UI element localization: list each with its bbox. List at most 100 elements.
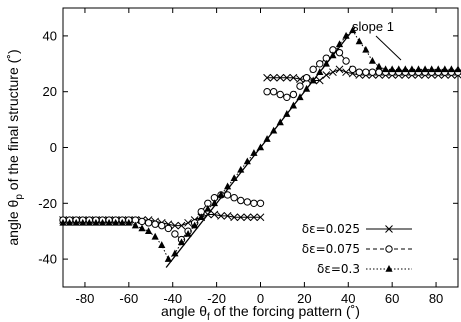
data-point bbox=[302, 84, 311, 92]
data-point bbox=[237, 165, 245, 173]
data-point bbox=[385, 245, 393, 253]
data-point bbox=[177, 238, 186, 246]
data-point bbox=[256, 213, 265, 222]
data-point bbox=[385, 225, 393, 233]
data-point bbox=[223, 182, 232, 190]
data-point bbox=[355, 37, 363, 45]
data-point bbox=[434, 65, 442, 73]
data-point bbox=[217, 190, 225, 198]
data-point bbox=[381, 65, 390, 73]
data-point bbox=[342, 57, 350, 65]
data-point bbox=[171, 221, 179, 230]
y-tick-label: 20 bbox=[43, 84, 57, 99]
data-point bbox=[385, 265, 393, 272]
data-point bbox=[158, 241, 166, 248]
data-point bbox=[269, 73, 278, 82]
data-point bbox=[322, 71, 331, 79]
data-point bbox=[349, 26, 357, 34]
data-point bbox=[447, 65, 456, 73]
data-point bbox=[342, 31, 350, 39]
data-point bbox=[309, 65, 317, 74]
data-point bbox=[151, 232, 159, 240]
data-point bbox=[79, 218, 87, 226]
data-point bbox=[355, 68, 363, 76]
data-point bbox=[282, 73, 291, 82]
x-axis-label-sub: f bbox=[207, 312, 210, 322]
data-point bbox=[151, 220, 159, 228]
data-point bbox=[421, 65, 429, 73]
data-point bbox=[270, 126, 278, 134]
y-tick-label: 40 bbox=[43, 28, 57, 43]
data-point bbox=[98, 218, 107, 226]
x-tick-label: 20 bbox=[297, 291, 311, 306]
data-point bbox=[329, 51, 337, 59]
data-point bbox=[276, 118, 284, 126]
data-point bbox=[230, 194, 238, 202]
annotation-pointer bbox=[375, 35, 402, 61]
data-point bbox=[269, 88, 278, 96]
data-point bbox=[256, 199, 265, 208]
data-point bbox=[408, 65, 416, 73]
x-tick-label: 0 bbox=[257, 291, 264, 306]
data-point bbox=[250, 213, 258, 222]
data-point bbox=[335, 65, 344, 74]
data-point bbox=[302, 74, 311, 82]
data-point bbox=[283, 93, 291, 101]
data-point bbox=[401, 65, 409, 73]
x-tick-label: -80 bbox=[76, 291, 95, 306]
y-tick-label: -40 bbox=[38, 252, 57, 267]
x-tick-label: 80 bbox=[429, 291, 443, 306]
data-point bbox=[428, 65, 436, 73]
data-point bbox=[243, 157, 251, 165]
data-point bbox=[230, 174, 238, 181]
data-point bbox=[309, 76, 317, 84]
data-point bbox=[230, 213, 239, 222]
data-point bbox=[388, 65, 396, 73]
data-point bbox=[414, 65, 423, 73]
data-point bbox=[65, 218, 74, 226]
legend-marker bbox=[385, 245, 393, 253]
legend-marker bbox=[385, 265, 393, 272]
legend-label: δε=0.075 bbox=[302, 242, 360, 256]
data-point bbox=[197, 213, 205, 221]
data-point bbox=[283, 110, 291, 117]
x-tick-label: -40 bbox=[163, 291, 182, 306]
data-point bbox=[441, 65, 449, 73]
data-point bbox=[237, 196, 245, 205]
data-point bbox=[296, 75, 304, 83]
data-point bbox=[144, 219, 153, 227]
data-point bbox=[348, 65, 357, 74]
data-point bbox=[256, 143, 265, 151]
data-point bbox=[236, 213, 245, 222]
data-point bbox=[315, 76, 324, 85]
data-point bbox=[342, 68, 350, 77]
y-axis-label-sub: p bbox=[14, 194, 25, 200]
data-point bbox=[118, 218, 126, 226]
data-point bbox=[131, 221, 140, 229]
data-point bbox=[223, 191, 232, 199]
data-point bbox=[375, 62, 383, 70]
data-point bbox=[171, 230, 179, 238]
y-tick-label: 0 bbox=[50, 140, 57, 155]
legend-marker bbox=[385, 225, 393, 233]
data-point bbox=[368, 57, 377, 64]
data-point bbox=[316, 60, 324, 68]
data-point bbox=[375, 68, 383, 76]
data-point bbox=[171, 249, 179, 257]
y-tick-label: -20 bbox=[38, 196, 57, 211]
ticks: -80 -60 -40 -20 0 20 40 60 80 -40 -20 0 20 40 bbox=[38, 8, 458, 306]
data-point bbox=[184, 229, 192, 237]
data-point bbox=[164, 224, 173, 233]
data-point bbox=[289, 73, 298, 82]
data-point bbox=[335, 48, 344, 57]
x-tick-label: 60 bbox=[385, 291, 399, 306]
legend: δε=0.025 δε=0.075 δε=0.3 bbox=[302, 222, 412, 276]
data-point bbox=[296, 82, 304, 90]
data-point bbox=[250, 149, 258, 156]
series-triangle bbox=[59, 26, 461, 262]
y-axis-label-rest: of the final structure (˚) bbox=[5, 49, 21, 194]
data-point bbox=[72, 218, 80, 226]
x-axis-label-rest: of the forcing pattern (˚) bbox=[210, 303, 360, 319]
x-tick-label: -20 bbox=[207, 291, 226, 306]
